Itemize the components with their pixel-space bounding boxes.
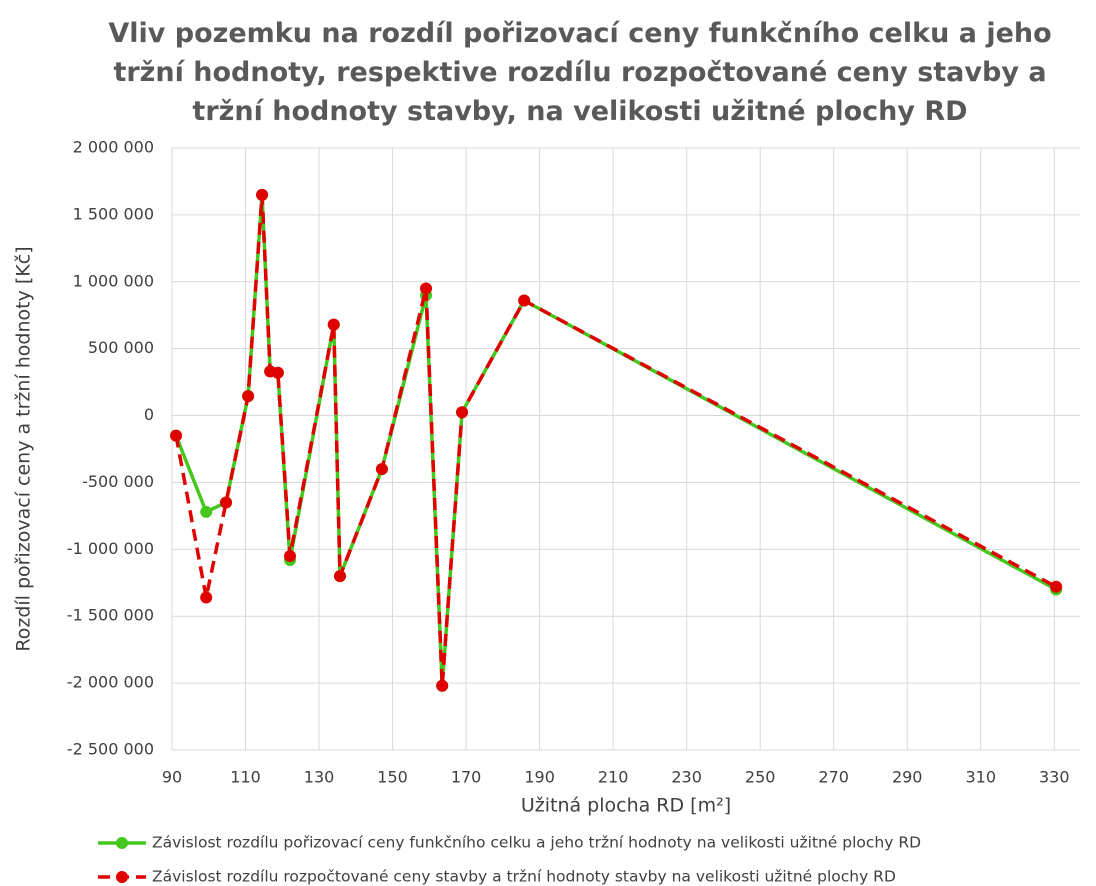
y-tick-label: -2 500 000 <box>67 740 154 759</box>
x-tick-label: 250 <box>745 768 776 787</box>
legend-label: Závislost rozdílu rozpočtované ceny stav… <box>152 868 896 886</box>
y-tick-label: 500 000 <box>88 338 154 357</box>
data-point <box>327 318 340 331</box>
y-tick-label: -500 000 <box>82 472 154 491</box>
x-tick-label: 170 <box>451 768 482 787</box>
legend-marker <box>116 837 128 849</box>
data-point <box>170 429 183 442</box>
x-tick-label: 270 <box>818 768 849 787</box>
data-point <box>200 591 213 604</box>
x-tick-label: 110 <box>230 768 261 787</box>
x-tick-label: 90 <box>162 768 182 787</box>
series-line <box>174 193 1057 688</box>
x-axis-label: Užitná plocha RD [m²] <box>521 795 731 817</box>
x-tick-label: 310 <box>965 768 996 787</box>
y-tick-label: 0 <box>144 405 154 424</box>
y-tick-label: 2 000 000 <box>73 138 154 157</box>
legend-marker <box>116 871 128 883</box>
x-tick-label: 330 <box>1039 768 1070 787</box>
x-tick-label: 210 <box>598 768 629 787</box>
x-tick-label: 230 <box>671 768 702 787</box>
data-point <box>420 282 433 295</box>
x-tick-label: 130 <box>304 768 335 787</box>
data-point <box>256 188 269 201</box>
data-point <box>220 496 233 509</box>
x-tick-label: 190 <box>524 768 555 787</box>
x-tick-label: 290 <box>892 768 923 787</box>
data-point <box>200 505 213 518</box>
legend-label: Závislost rozdílu pořizovací ceny funkčn… <box>152 834 921 852</box>
y-tick-label: -1 500 000 <box>67 606 154 625</box>
data-point <box>456 406 469 419</box>
data-point <box>518 294 531 307</box>
series-line <box>174 193 1057 688</box>
y-tick-label: -2 000 000 <box>67 673 154 692</box>
chart-title: Vliv pozemku na rozdíl pořizovací ceny f… <box>108 18 1052 127</box>
data-point <box>375 463 388 476</box>
data-point <box>333 570 346 583</box>
data-point <box>284 550 297 563</box>
y-tick-label: 1 000 000 <box>73 271 154 290</box>
y-tick-label: -1 000 000 <box>67 539 154 558</box>
data-point <box>1050 580 1063 593</box>
data-point <box>242 390 255 403</box>
data-point <box>271 366 284 379</box>
y-tick-label: 1 500 000 <box>73 204 154 223</box>
y-axis-label: Rozdíl pořizovací ceny a tržní hodnoty [… <box>13 246 35 651</box>
data-point <box>436 679 449 692</box>
x-tick-label: 150 <box>377 768 408 787</box>
